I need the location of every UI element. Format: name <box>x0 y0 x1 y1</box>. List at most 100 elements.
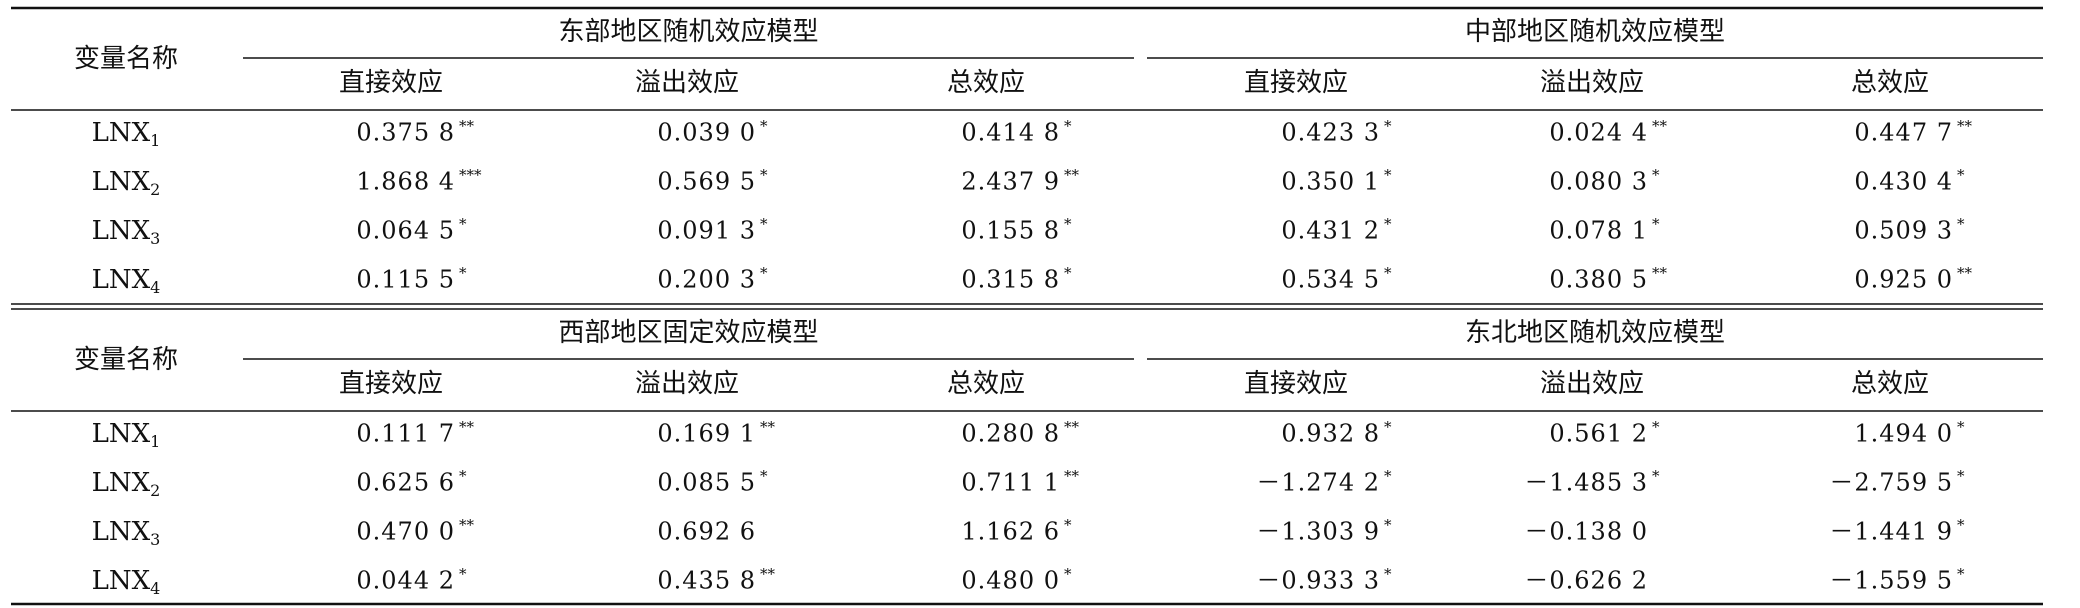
cell-value: 0.435 8 <box>657 567 756 595</box>
significance: ** <box>1652 264 1668 282</box>
significance: * <box>1384 516 1392 534</box>
row-label-sub: 3 <box>150 530 160 549</box>
column-header: 总效应 <box>947 68 1025 98</box>
significance: ** <box>760 418 776 436</box>
significance: ** <box>459 516 475 534</box>
cell-value: 1.162 6 <box>961 518 1060 546</box>
significance: ** <box>1064 166 1080 184</box>
row-label-base: LNX <box>92 566 151 596</box>
significance: *** <box>459 166 482 184</box>
significance: * <box>1957 516 1965 534</box>
significance: * <box>1064 117 1072 135</box>
cell-value: 0.569 5 <box>657 168 756 196</box>
row-label-sub: 3 <box>150 229 160 248</box>
significance: * <box>459 215 467 233</box>
cell-value: 0.115 5 <box>356 266 455 294</box>
row-label-base: LNX <box>92 419 151 449</box>
row-label-sub: 2 <box>150 481 160 500</box>
row-header: 变量名称 <box>74 345 178 375</box>
significance: * <box>1957 418 1965 436</box>
significance: ** <box>459 117 475 135</box>
cell-value: 0.430 4 <box>1854 168 1953 196</box>
cell-value: 0.091 3 <box>657 217 756 245</box>
cell-value: 0.078 1 <box>1549 217 1648 245</box>
cell-value: 0.064 5 <box>356 217 455 245</box>
cell-value: 0.315 8 <box>961 266 1060 294</box>
row-label-base: LNX <box>92 265 151 295</box>
cell-value: 0.711 1 <box>961 469 1060 497</box>
significance: * <box>1384 264 1392 282</box>
cell-value: 0.692 6 <box>657 518 756 546</box>
cell-value: 0.932 8 <box>1281 420 1380 448</box>
cell-value: －0.933 3 <box>1256 567 1380 595</box>
significance: * <box>1384 467 1392 485</box>
significance: ** <box>1652 117 1668 135</box>
significance: ** <box>1957 117 1973 135</box>
cell-value: 2.437 9 <box>961 168 1060 196</box>
cell-value: 0.480 0 <box>961 567 1060 595</box>
row-label-base: LNX <box>92 216 151 246</box>
cell-value: 0.561 2 <box>1549 420 1648 448</box>
row-header: 变量名称 <box>74 44 178 74</box>
significance: * <box>1652 418 1660 436</box>
cell-value: 0.169 1 <box>657 420 756 448</box>
row-label: LNX1 <box>92 118 161 150</box>
significance: * <box>1384 215 1392 233</box>
cell-value: 0.470 0 <box>356 518 455 546</box>
significance: * <box>1384 565 1392 583</box>
row-label-base: LNX <box>92 468 151 498</box>
group-title: 东部地区随机效应模型 <box>558 17 818 47</box>
cell-value: －1.441 9 <box>1829 518 1953 546</box>
column-header: 溢出效应 <box>1540 68 1644 98</box>
significance: * <box>1384 418 1392 436</box>
significance: * <box>1064 215 1072 233</box>
significance: ** <box>760 565 776 583</box>
column-header: 总效应 <box>947 369 1025 399</box>
significance: * <box>760 215 768 233</box>
significance: * <box>760 117 768 135</box>
cell-value: 1.868 4 <box>356 168 455 196</box>
cell-value: 0.509 3 <box>1854 217 1953 245</box>
significance: * <box>1064 565 1072 583</box>
cell-value: 0.155 8 <box>961 217 1060 245</box>
row-label: LNX2 <box>92 167 161 199</box>
row-label-sub: 4 <box>150 579 160 598</box>
column-header: 溢出效应 <box>1540 369 1644 399</box>
column-header: 直接效应 <box>1244 369 1348 399</box>
row-label-sub: 4 <box>150 278 160 297</box>
significance: ** <box>1957 264 1973 282</box>
cell-value: 0.925 0 <box>1854 266 1953 294</box>
significance: * <box>1652 215 1660 233</box>
group-title: 东北地区随机效应模型 <box>1465 318 1725 348</box>
cell-value: －0.138 0 <box>1524 518 1648 546</box>
row-label: LNX3 <box>92 517 161 549</box>
significance: * <box>459 565 467 583</box>
cell-value: 0.080 3 <box>1549 168 1648 196</box>
cell-value: 0.625 6 <box>356 469 455 497</box>
cell-value: 0.414 8 <box>961 119 1060 147</box>
cell-value: 0.423 3 <box>1281 119 1380 147</box>
cell-value: 0.111 7 <box>356 420 455 448</box>
cell-value: 0.024 4 <box>1549 119 1648 147</box>
significance: * <box>459 264 467 282</box>
cell-value: 0.431 2 <box>1281 217 1380 245</box>
group-title: 中部地区随机效应模型 <box>1465 17 1725 47</box>
column-header: 总效应 <box>1851 68 1929 98</box>
row-label: LNX3 <box>92 216 161 248</box>
cell-value: 0.200 3 <box>657 266 756 294</box>
row-label-base: LNX <box>92 118 151 148</box>
cell-value: －1.559 5 <box>1829 567 1953 595</box>
significance: * <box>459 467 467 485</box>
significance: * <box>1064 264 1072 282</box>
significance: * <box>1957 215 1965 233</box>
cell-value: 0.280 8 <box>961 420 1060 448</box>
significance: * <box>760 166 768 184</box>
row-label: LNX2 <box>92 468 161 500</box>
column-header: 直接效应 <box>339 369 443 399</box>
significance: ** <box>1064 467 1080 485</box>
cell-value: 1.494 0 <box>1854 420 1953 448</box>
column-header: 直接效应 <box>339 68 443 98</box>
column-header: 溢出效应 <box>635 68 739 98</box>
